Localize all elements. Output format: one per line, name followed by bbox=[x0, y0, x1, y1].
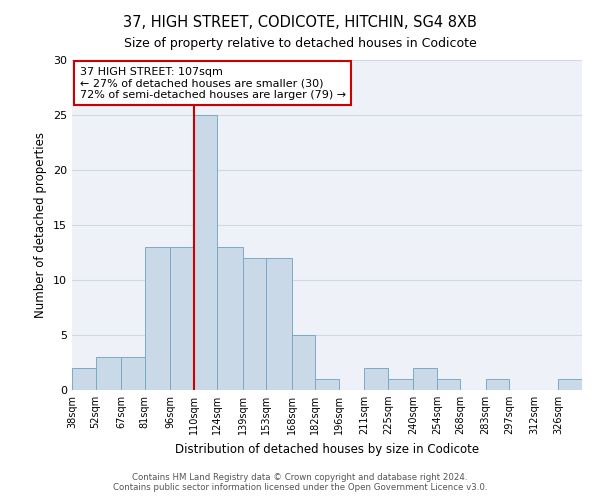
Bar bbox=[486, 379, 509, 390]
Bar bbox=[388, 379, 413, 390]
Bar bbox=[242, 258, 266, 390]
Bar bbox=[121, 357, 145, 390]
Bar bbox=[292, 335, 315, 390]
Text: 37 HIGH STREET: 107sqm
← 27% of detached houses are smaller (30)
72% of semi-det: 37 HIGH STREET: 107sqm ← 27% of detached… bbox=[80, 66, 346, 100]
Bar bbox=[559, 379, 582, 390]
Bar bbox=[72, 368, 95, 390]
Y-axis label: Number of detached properties: Number of detached properties bbox=[34, 132, 47, 318]
Text: 37, HIGH STREET, CODICOTE, HITCHIN, SG4 8XB: 37, HIGH STREET, CODICOTE, HITCHIN, SG4 … bbox=[123, 15, 477, 30]
Bar bbox=[315, 379, 339, 390]
Text: Size of property relative to detached houses in Codicote: Size of property relative to detached ho… bbox=[124, 38, 476, 51]
Text: Contains HM Land Registry data © Crown copyright and database right 2024.
Contai: Contains HM Land Registry data © Crown c… bbox=[113, 473, 487, 492]
Bar bbox=[217, 247, 242, 390]
Bar bbox=[194, 115, 217, 390]
Bar bbox=[95, 357, 121, 390]
X-axis label: Distribution of detached houses by size in Codicote: Distribution of detached houses by size … bbox=[175, 442, 479, 456]
Bar bbox=[364, 368, 388, 390]
Bar bbox=[170, 247, 194, 390]
Bar bbox=[145, 247, 170, 390]
Bar bbox=[413, 368, 437, 390]
Bar bbox=[437, 379, 460, 390]
Bar bbox=[266, 258, 292, 390]
